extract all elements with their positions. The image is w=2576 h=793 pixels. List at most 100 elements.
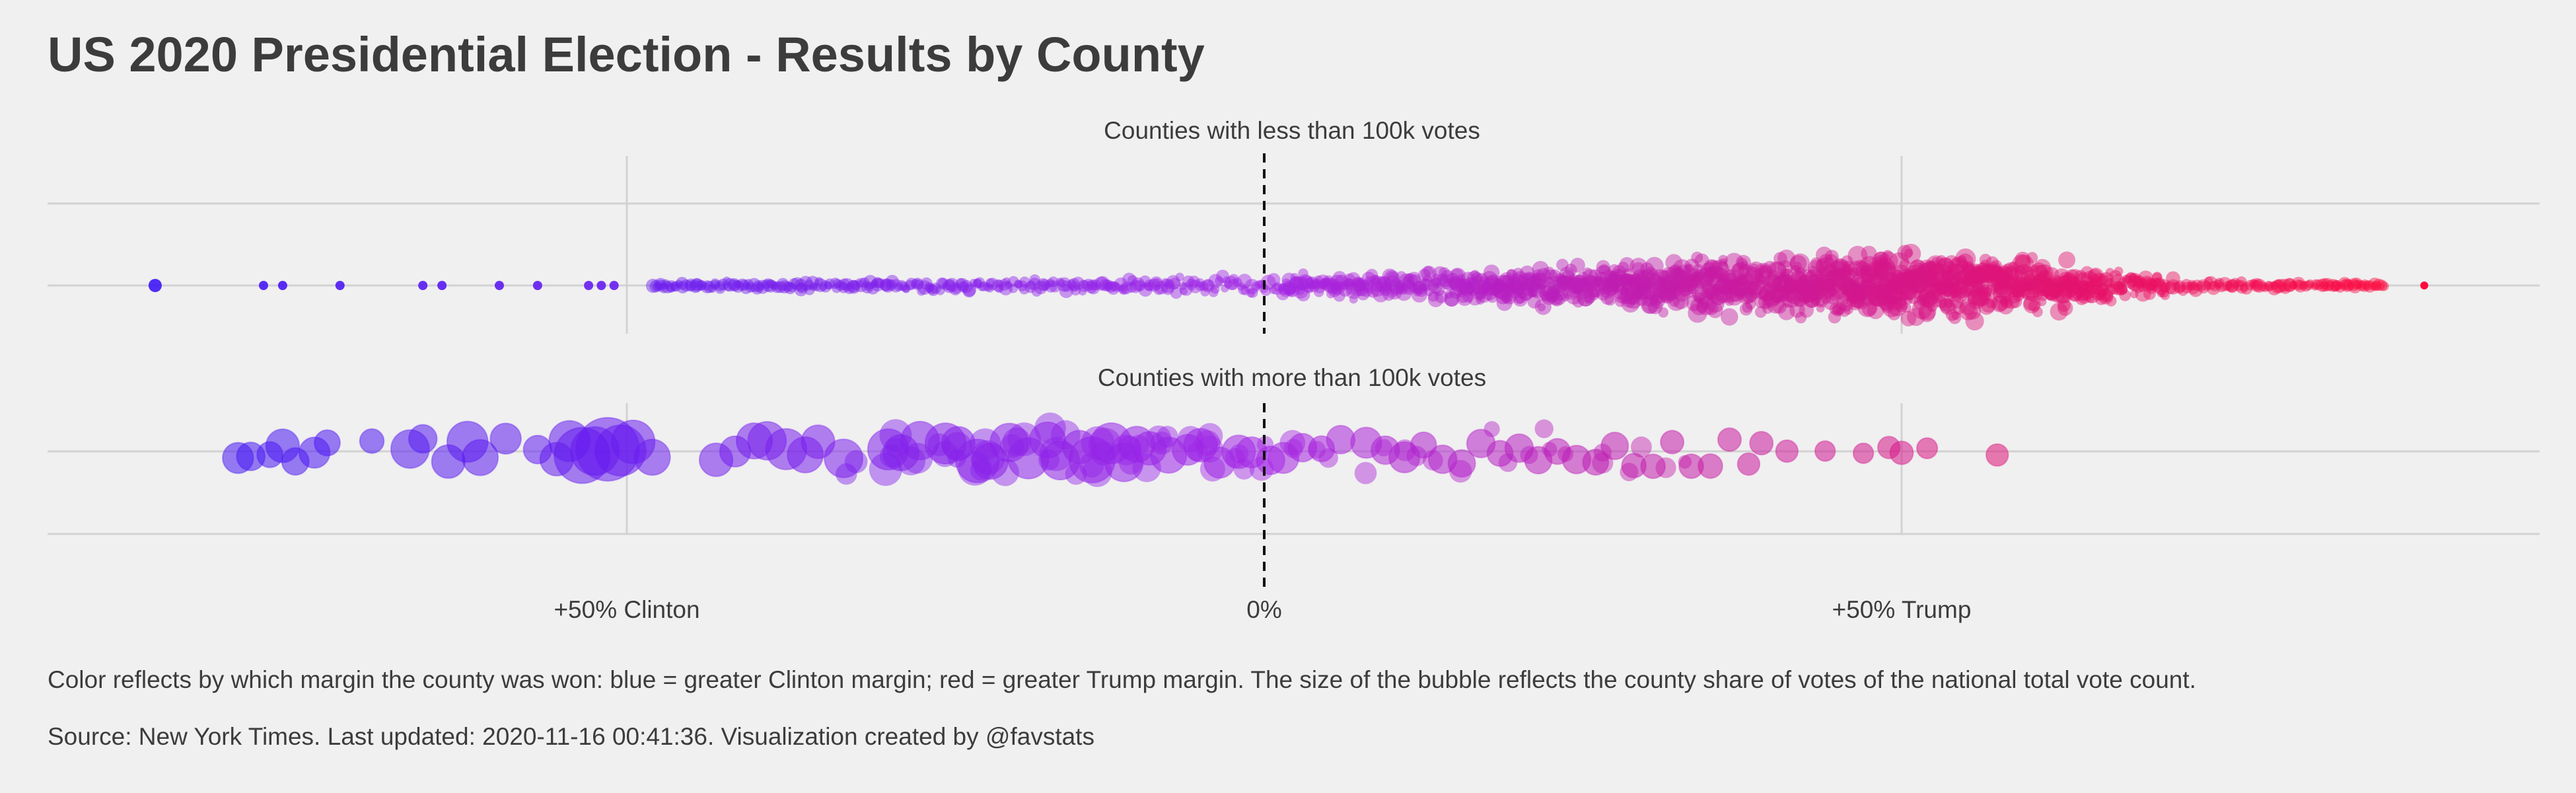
county-point-900: [1754, 295, 1768, 309]
county-point-865: [1735, 254, 1752, 271]
county-point-111: [875, 278, 886, 289]
county-bubble-72: [1600, 432, 1629, 461]
county-point-1149: [1875, 262, 1896, 283]
county-point-699: [1641, 268, 1653, 280]
county-point-1127: [1863, 272, 1882, 291]
county-point-599: [1572, 295, 1585, 308]
county-point-1508: [2057, 300, 2073, 316]
county-point-950: [1784, 278, 1799, 293]
county-point-1147: [1877, 276, 1890, 289]
county-point-1026: [1816, 280, 1836, 300]
county-point-1528: [2075, 292, 2089, 305]
county-point-264: [1227, 279, 1239, 291]
county-point-124: [905, 278, 917, 290]
county-point-1134: [1870, 286, 1885, 301]
county-point-1491: [2048, 278, 2060, 290]
county-point-165: [999, 281, 1013, 295]
county-point-615: [1590, 288, 1600, 298]
county-point-550: [1540, 290, 1549, 299]
county-point-630: [1598, 280, 1614, 295]
county-point-120: [899, 281, 909, 291]
county-point-1342: [1962, 273, 1978, 288]
county-point-262: [1224, 280, 1233, 289]
county-point-1099: [1850, 283, 1869, 302]
county-point-744: [1663, 276, 1680, 293]
county-point-1703: [2368, 278, 2382, 291]
county-point-491: [1490, 284, 1501, 295]
county-point-607: [1577, 283, 1594, 299]
county-point-863: [1731, 262, 1750, 281]
county-point-163: [995, 283, 1004, 293]
county-point-665: [1620, 273, 1633, 286]
county-point-251: [1199, 281, 1209, 291]
county-point-907: [1762, 299, 1771, 309]
county-point-570: [1553, 285, 1568, 301]
county-point-1137: [1869, 272, 1887, 289]
county-point-300: [1293, 283, 1308, 299]
county-point-826: [1712, 282, 1726, 296]
county-point-365: [1365, 268, 1378, 282]
county-point-1549: [2092, 277, 2104, 288]
county-point-1091: [1851, 288, 1861, 298]
county-point-1627: [2196, 281, 2207, 291]
county-point-1646: [2239, 283, 2248, 292]
county-bubble-extra: [1484, 421, 1500, 437]
county-point-1619: [2177, 285, 2189, 296]
county-point-371: [1370, 281, 1386, 297]
county-point-386: [1390, 281, 1403, 294]
county-point-1308: [1951, 311, 1960, 321]
county-point-1699: [2359, 279, 2370, 290]
county-point-809: [1703, 266, 1715, 278]
county-point-304: [1297, 287, 1310, 302]
county-point-797: [1694, 287, 1712, 305]
county-point-876: [1737, 287, 1755, 305]
county-point-1547: [2088, 267, 2104, 283]
county-point-986: [1800, 279, 1820, 299]
county-point-1395: [1992, 295, 2009, 311]
county-point-308: [1301, 278, 1316, 293]
county-point-1162: [1882, 250, 1893, 261]
county-point-1580: [2126, 272, 2137, 283]
county-point-586: [1565, 275, 1579, 289]
county-point-1470: [2033, 275, 2051, 293]
county-point-1166: [1885, 291, 1899, 305]
county-point-1095: [1849, 285, 1866, 302]
county-point-791: [1693, 269, 1705, 281]
county-point-1427: [2013, 289, 2024, 302]
county-point-1406: [1997, 298, 2014, 315]
county-point-929: [1773, 252, 1787, 266]
county-point-1603: [2148, 278, 2162, 291]
county-point-1172: [1886, 287, 1899, 300]
county-point-1290: [1942, 270, 1955, 283]
county-point-1157: [1881, 301, 1894, 313]
county-point-998: [1804, 291, 1820, 309]
county-point-1425: [2008, 290, 2021, 304]
county-point-992: [1803, 289, 1822, 308]
county-point-941: [1783, 277, 1792, 285]
county-point-1606: [2157, 289, 2166, 297]
county-point-765: [1677, 264, 1692, 279]
county-point-1379: [1981, 298, 1996, 313]
county-point-201: [1082, 278, 1095, 291]
county-point-502: [1497, 275, 1514, 292]
county-point-1268: [1928, 263, 1945, 280]
county-point-642: [1608, 274, 1620, 285]
county-point-1596: [2143, 287, 2156, 301]
county-point-95: [838, 282, 849, 293]
county-point-669: [1621, 293, 1640, 313]
county-bubble-extra: [1449, 459, 1472, 483]
county-point-1320: [1958, 268, 1970, 281]
county-point-391: [1396, 271, 1407, 282]
county-point-1371: [1980, 259, 1991, 271]
county-point-283: [1273, 282, 1283, 291]
county-point-1383: [1986, 256, 1999, 270]
county-point-670: [1622, 294, 1636, 308]
county-point-1600: [2150, 280, 2159, 288]
county-point-1533: [2077, 280, 2094, 296]
county-point-153: [973, 278, 983, 288]
county-point-302: [1296, 278, 1309, 291]
county-point-1622: [2187, 282, 2196, 290]
county-point-653: [1612, 284, 1628, 300]
county-point-268: [1238, 284, 1248, 295]
county-point-162: [995, 280, 1003, 288]
